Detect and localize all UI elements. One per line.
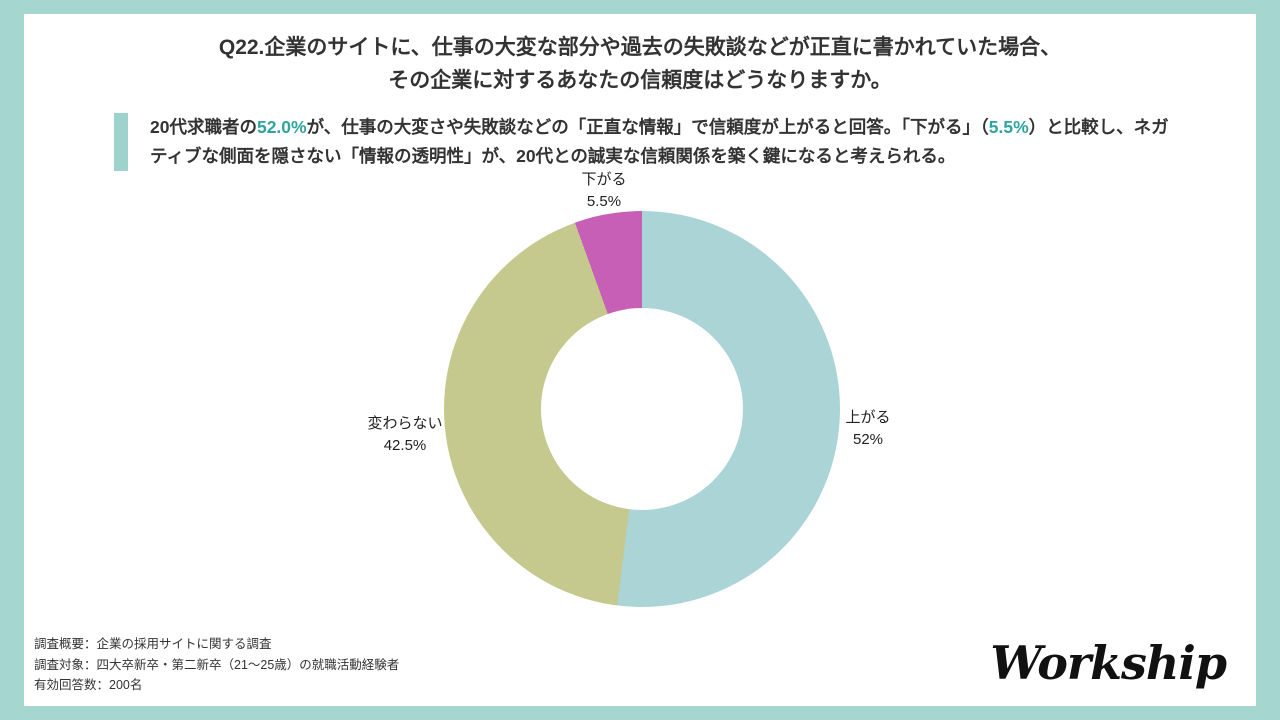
summary-segment: が、仕事の大変さや失敗談などの「正直な情報」で信頼度が上がると回答。「下がる」（ [306, 117, 989, 138]
survey-note-line: 調査対象：四大卒新卒・第二新卒（21〜25歳）の就職活動経験者 [34, 657, 400, 672]
slice-label-value: 5.5% [586, 192, 622, 210]
donut-chart [444, 210, 840, 607]
survey-note-line: 調査概要：企業の採用サイトに関する調査 [34, 637, 272, 652]
survey-note-line: 有効回答数：200名 [34, 678, 143, 693]
slice-label-text: 下がる [581, 170, 627, 188]
slice-label-text: 上がる [845, 408, 891, 426]
summary-accent-bar [114, 113, 128, 171]
survey-card: Q22.企業のサイトに、仕事の大変な部分や過去の失敗談などが正直に書かれていた場… [24, 14, 1256, 706]
summary-callout: 20代求職者の52.0%が、仕事の大変さや失敗談などの「正直な情報」で信頼度が上… [114, 113, 1196, 171]
title-line-1: Q22.企業のサイトに、仕事の大変な部分や過去の失敗談などが正直に書かれていた場… [218, 36, 1062, 59]
summary-highlight-5-5: 5.5% [988, 117, 1029, 138]
summary-text: 20代求職者の52.0%が、仕事の大変さや失敗談などの「正直な情報」で信頼度が上… [150, 113, 1180, 171]
slice-label-kawaranai: 変わらない 42.5% [352, 413, 458, 457]
workship-logo: Workship [990, 636, 1227, 690]
summary-segment: ）と比較し、ネガティブな側面を隠さない「情報の透明性」が、20代との誠実な信頼関… [150, 117, 1169, 166]
donut-hole [541, 307, 743, 510]
donut-chart-area: 下がる 5.5% 上がる 52% 変わらない 42.5% [24, 171, 1256, 631]
slice-label-value: 52% [852, 430, 884, 448]
slice-label-sagaru: 下がる 5.5% [552, 169, 656, 213]
summary-segment: 20代求職者の [150, 117, 257, 138]
slice-label-text: 変わらない [367, 414, 443, 432]
survey-notes: 調査概要：企業の採用サイトに関する調査 調査対象：四大卒新卒・第二新卒（21〜2… [34, 634, 399, 696]
slice-label-agaru: 上がる 52% [820, 407, 916, 451]
summary-highlight-52: 52.0% [256, 117, 307, 138]
title-line-2: その企業に対するあなたの信頼度はどうなりますか。 [388, 68, 892, 92]
page-title: Q22.企業のサイトに、仕事の大変な部分や過去の失敗談などが正直に書かれていた場… [24, 14, 1256, 97]
slice-label-value: 42.5% [383, 436, 427, 454]
